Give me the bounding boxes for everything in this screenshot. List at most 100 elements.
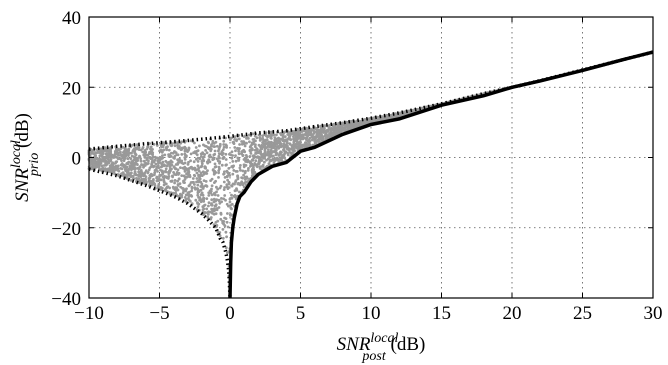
scatter-point (292, 143, 296, 147)
scatter-point (261, 141, 265, 144)
scatter-point (171, 185, 175, 189)
scatter-point (172, 171, 176, 174)
scatter-point (225, 174, 229, 178)
scatter-point (116, 153, 120, 157)
scatter-point (177, 177, 181, 181)
scatter-point (109, 151, 112, 154)
scatter-point (133, 166, 137, 170)
scatter-point (251, 138, 255, 141)
scatter-point (184, 139, 188, 143)
scatter-point (138, 154, 142, 158)
scatter-point (185, 172, 188, 176)
scatter-point (196, 189, 200, 193)
scatter-point (126, 157, 130, 160)
scatter-point (155, 176, 159, 180)
scatter-point (163, 153, 167, 157)
scatter-point (296, 131, 300, 134)
scatter-point (205, 211, 209, 215)
scatter-point (199, 171, 203, 175)
scatter-point (200, 165, 204, 168)
x-tick-label: 25 (573, 303, 592, 324)
scatter-point (183, 149, 187, 153)
scatter-point (292, 147, 296, 151)
scatter-point (129, 179, 133, 182)
scatter-point (106, 160, 110, 164)
scatter-point (213, 149, 217, 153)
scatter-point (260, 147, 264, 151)
scatter-point (225, 183, 229, 187)
scatter-point (121, 146, 125, 149)
scatter-point (182, 181, 186, 184)
scatter-point (181, 146, 185, 150)
scatter-point (177, 146, 181, 150)
scatter-point (223, 224, 227, 228)
scatter-point (213, 152, 217, 156)
scatter-point (109, 165, 113, 169)
scatter-point (146, 145, 150, 149)
scatter-point (170, 151, 173, 155)
scatter-point (105, 150, 108, 153)
scatter-point (285, 147, 289, 151)
scatter-point (180, 174, 184, 178)
scatter-point (339, 124, 343, 128)
scatter-point (344, 125, 347, 129)
scatter-point (148, 142, 152, 145)
y-axis-label-sup: local (9, 140, 24, 168)
scatter-point (248, 140, 251, 144)
scatter-point (269, 143, 273, 147)
scatter-point (224, 158, 228, 161)
scatter-point (205, 151, 209, 155)
scatter-point (282, 148, 285, 152)
scatter-point (220, 197, 223, 200)
scatter-point (103, 167, 107, 171)
scatter-point (114, 149, 118, 153)
scatter-point (136, 173, 140, 177)
scatter-point (254, 159, 258, 163)
scatter-point (130, 165, 134, 169)
scatter-point (207, 191, 211, 195)
scatter-point (363, 119, 367, 122)
scatter-point (210, 193, 214, 197)
scatter-point (240, 180, 244, 184)
scatter-point (154, 162, 158, 166)
scatter-point (252, 166, 255, 170)
scatter-point (126, 149, 130, 153)
scatter-point (149, 157, 153, 161)
scatter-point (101, 155, 104, 159)
scatter-point (294, 133, 297, 137)
scatter-point (133, 155, 137, 159)
scatter-point (306, 133, 310, 137)
scatter-point (217, 171, 221, 175)
scatter-point (161, 160, 165, 164)
scatter-point (92, 161, 95, 165)
scatter-point (187, 169, 191, 173)
scatter-point (158, 149, 162, 153)
scatter-point (223, 176, 227, 179)
scatter-point (329, 129, 332, 133)
scatter-point (204, 166, 208, 170)
scatter-point (155, 144, 159, 147)
scatter-point (214, 204, 218, 208)
scatter-point (120, 162, 124, 165)
scatter-point (168, 165, 172, 169)
scatter-point (223, 186, 227, 189)
scatter-point (282, 138, 286, 142)
scatter-point (212, 197, 216, 201)
scatter-point (145, 156, 149, 160)
line-layer (88, 50, 654, 299)
scatter-point (166, 185, 170, 189)
scatter-point (265, 142, 268, 146)
scatter-point (202, 196, 205, 200)
scatter-point (214, 171, 218, 174)
scatter-point (124, 169, 127, 173)
scatter-point (259, 150, 262, 154)
scatter-point (209, 216, 213, 219)
scatter-point (158, 155, 162, 159)
scatter-point (103, 155, 107, 159)
scatter-point (264, 134, 268, 138)
scatter-point (147, 159, 150, 163)
scatter-point (262, 156, 266, 160)
scatter-point (288, 143, 292, 146)
scatter-point (157, 166, 161, 170)
